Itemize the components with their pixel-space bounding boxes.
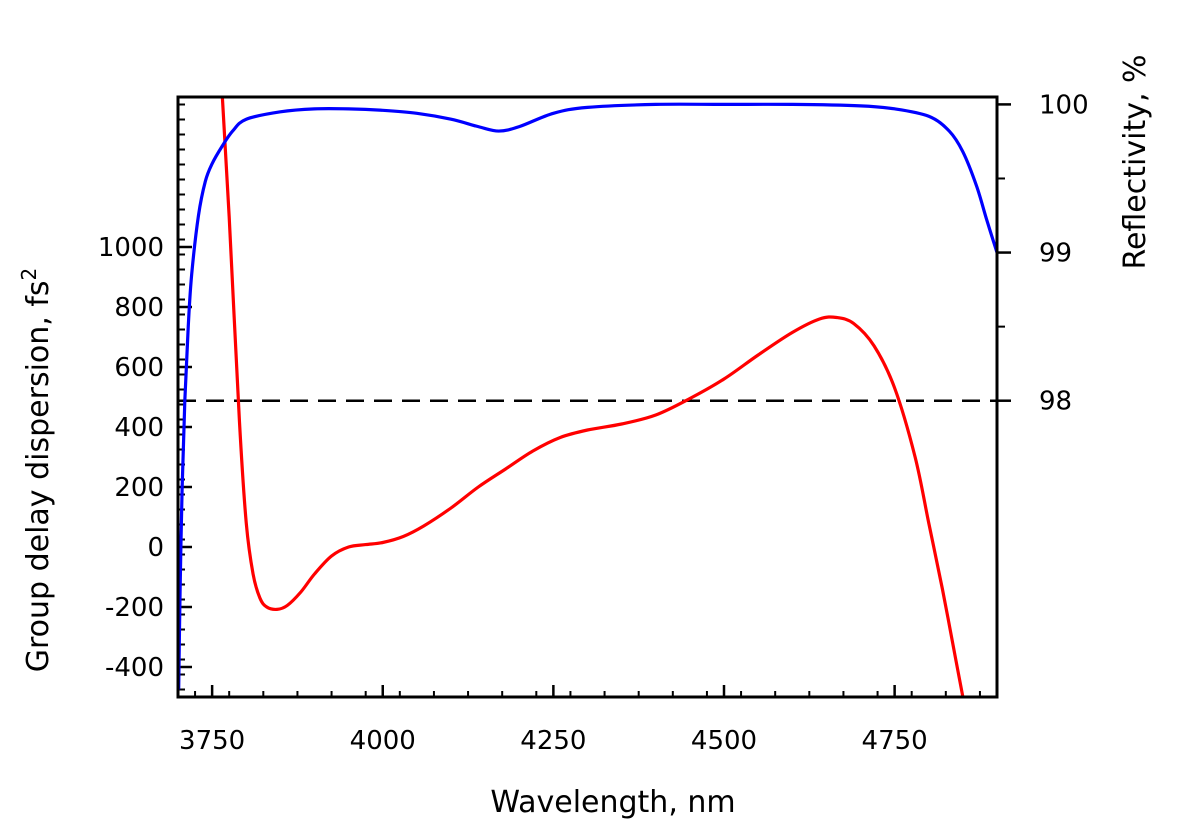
gdd-curve: [220, 97, 965, 697]
x-tick-label: 4750: [862, 726, 928, 756]
plot-frame: [176, 95, 999, 699]
y2-tick-label: 100: [1039, 90, 1089, 120]
x-tick-label: 4000: [350, 726, 416, 756]
y-axis-title-main: Group delay dispersion, fs: [21, 280, 56, 672]
label-layer: 3750 4000 4250 4500 4750 -400 -200 0 200 400 600 80…: [98, 90, 1089, 756]
x-tick-label: 4500: [691, 726, 757, 756]
series-layer: [178, 97, 997, 697]
y-tick-label: 800: [114, 293, 164, 323]
y-tick-label: -400: [105, 653, 164, 683]
y-tick-label: -200: [105, 593, 164, 623]
x-tick-label: 4250: [520, 726, 586, 756]
reflectivity-curve: [178, 102, 997, 690]
y2-tick-label: 99: [1039, 239, 1072, 269]
y-axis-title-superscript: 2: [17, 268, 41, 281]
y-tick-label: 1000: [98, 233, 164, 263]
y-tick-label: 600: [114, 353, 164, 383]
x-tick-label: 3750: [179, 726, 245, 756]
y2-tick-label: 98: [1039, 387, 1072, 417]
y-tick-label: 400: [114, 413, 164, 443]
y-axis-title: Group delay dispersion, fs2: [17, 268, 56, 673]
y2-axis-title: Reflectivity, %: [1118, 54, 1153, 269]
x-axis-title: Wavelength, nm: [490, 785, 735, 820]
y-tick-label: 200: [114, 473, 164, 503]
y-tick-label: 0: [147, 533, 164, 563]
